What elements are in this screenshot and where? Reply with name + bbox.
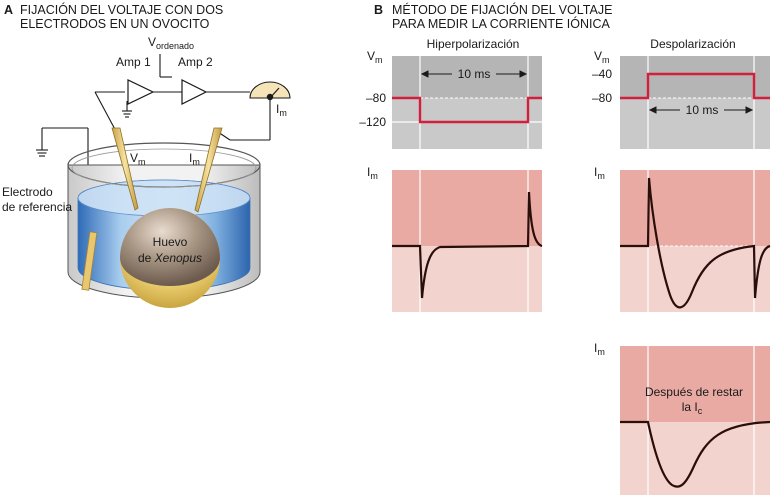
- panel-a-title-line2: ELECTRODOS EN UN OVOCITO: [20, 17, 210, 31]
- amp1-label: Amp 1: [116, 55, 151, 69]
- vm-electrode: [111, 127, 139, 211]
- after-subtract-line1: Después de restar: [645, 385, 743, 399]
- depol-im-axis-label: Im: [594, 165, 605, 181]
- subtracted-im-axis-label: Im: [594, 341, 605, 357]
- hyper-current-plot: [392, 170, 543, 312]
- depol-tick-40: –40: [592, 67, 612, 81]
- im-electrode: [194, 127, 223, 213]
- panel-b-letter: B: [374, 3, 383, 17]
- hyper-vm-axis-label: Vm: [367, 49, 383, 65]
- panel-b-title-line2: PARA MEDIR LA CORRIENTE IÓNICA: [392, 16, 611, 31]
- depol-vm-axis-label: Vm: [594, 49, 610, 65]
- xenopus-egg: [120, 208, 220, 308]
- im-electrode-label: Im: [189, 151, 200, 167]
- reference-label-line1: Electrodo: [2, 185, 53, 199]
- panel-a-title-line1: FIJACIÓN DEL VOLTAJE CON DOS: [20, 2, 223, 17]
- v-ordered-label: Vordenado: [148, 35, 194, 51]
- hyper-tick-120: –120: [359, 115, 386, 129]
- vm-electrode-label: Vm: [130, 151, 146, 167]
- egg-label-line2: de Xenopus: [138, 251, 202, 265]
- amp1-symbol: [127, 79, 155, 105]
- subtracted-current-plot: Después de restar la Ic: [620, 346, 771, 495]
- reference-label-line2: de referencia: [2, 200, 72, 214]
- hyper-voltage-plot: 10 ms: [392, 56, 542, 149]
- amp2-symbol: [181, 79, 208, 105]
- panel-b: B MÉTODO DE FIJACIÓN DEL VOLTAJE PARA ME…: [359, 2, 771, 495]
- after-subtract-line2: la Ic: [682, 400, 703, 416]
- amp2-label: Amp 2: [178, 55, 213, 69]
- reference-electrode-plate: [81, 231, 98, 291]
- hyper-title: Hiperpolarización: [427, 37, 520, 51]
- egg-label-line1: Huevo: [153, 235, 188, 249]
- panel-b-title-line1: MÉTODO DE FIJACIÓN DEL VOLTAJE: [392, 2, 612, 17]
- hyper-tick-80: –80: [366, 91, 386, 105]
- depol-title: Despolarización: [650, 37, 735, 51]
- hyper-duration-label: 10 ms: [458, 67, 491, 81]
- ammeter-gauge: [249, 81, 291, 101]
- depol-voltage-plot: 10 ms: [620, 56, 770, 149]
- hyper-im-axis-label: Im: [367, 165, 378, 181]
- panel-a: A FIJACIÓN DEL VOLTAJE CON DOS ELECTRODO…: [2, 2, 291, 308]
- depol-tick-80: –80: [592, 91, 612, 105]
- panel-a-letter: A: [4, 3, 13, 17]
- depol-current-plot: [620, 170, 771, 312]
- depol-duration-label: 10 ms: [686, 103, 719, 117]
- ammeter-im-label: Im: [276, 102, 287, 118]
